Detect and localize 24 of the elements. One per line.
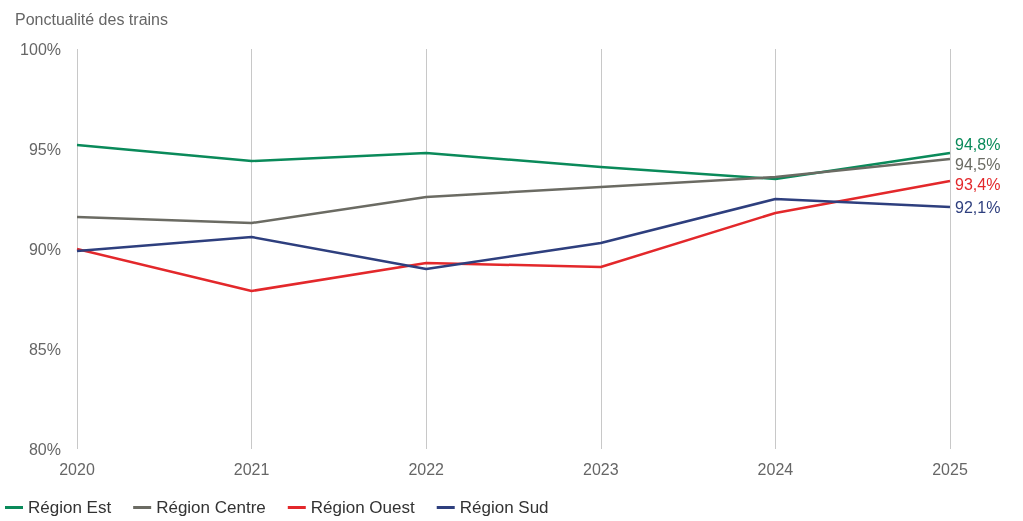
- y-tick-label: 95%: [28, 140, 61, 158]
- data-label: 93,4%: [955, 175, 1001, 193]
- data-label: 94,8%: [955, 135, 1001, 153]
- y-tick-label: 85%: [28, 340, 61, 358]
- x-tick-label: 2022: [408, 460, 445, 478]
- y-tick-label: 100%: [20, 40, 61, 58]
- line-series: [75, 143, 952, 181]
- legend-label: Région Est: [28, 498, 112, 517]
- x-tick-label: 2021: [233, 460, 270, 478]
- x-tick-label: 2023: [583, 460, 619, 478]
- legend-label: Région Ouest: [310, 498, 415, 517]
- x-tick-label: 2024: [757, 460, 794, 478]
- line-series: [75, 197, 952, 271]
- x-tick-label: 2020: [59, 460, 95, 478]
- data-label: 94,5%: [955, 155, 1001, 173]
- chart-title: Ponctualité des trains: [15, 10, 168, 28]
- x-tick-label: 2025: [932, 460, 968, 478]
- data-label: 92,1%: [955, 198, 1001, 216]
- legend-label: Région Sud: [459, 498, 549, 517]
- y-tick-label: 80%: [28, 440, 61, 458]
- y-tick-label: 90%: [28, 240, 61, 258]
- line-series: [75, 179, 952, 293]
- line-series: [75, 157, 952, 225]
- legend-label: Région Centre: [156, 498, 266, 517]
